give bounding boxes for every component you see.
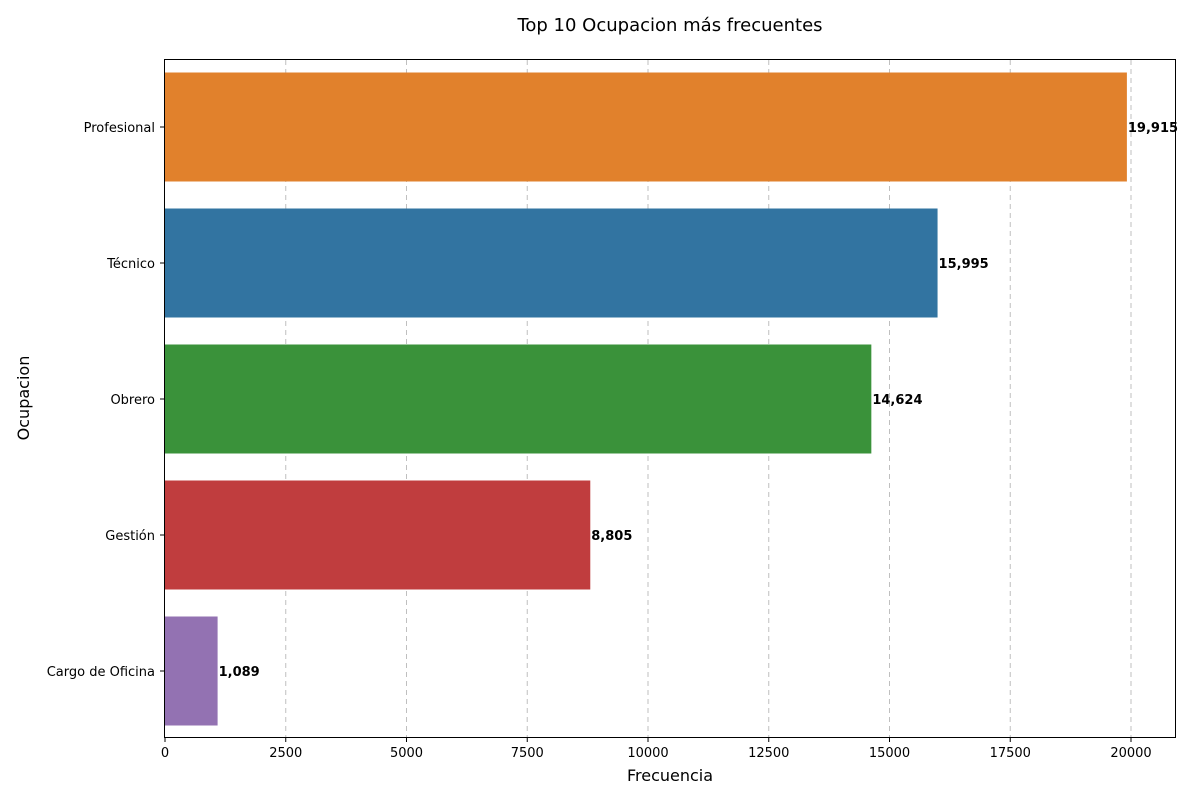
x-axis-label: Frecuencia (627, 766, 713, 785)
y-axis-ticks: Profesional Técnico Obrero Gestión Cargo de … (47, 121, 165, 680)
y-tick-label: Gestión (105, 529, 155, 544)
x-tick-label: 0 (161, 746, 169, 761)
plot-frame (164, 59, 1176, 738)
y-tick-label: Obrero (110, 393, 155, 408)
x-axis-ticks: 0 2500 5000 7500 10000 12500 15000 17500 20000 (161, 737, 1152, 761)
x-tick-label: 5000 (390, 746, 423, 761)
bars (165, 72, 1127, 726)
y-tick-label: Profesional (84, 121, 155, 136)
x-tick-label: 20000 (1110, 746, 1151, 761)
bar-value-label: 19,915 (1128, 121, 1178, 136)
data-labels: 19,915 15,995 14,624 8,805 1,089 (219, 121, 1178, 680)
bar-value-label: 14,624 (872, 393, 922, 408)
bar-value-label: 8,805 (591, 529, 632, 544)
bar (165, 72, 1127, 182)
x-tick-label: 10000 (627, 746, 668, 761)
x-tick-label: 2500 (269, 746, 302, 761)
bar (165, 616, 218, 726)
x-tick-label: 15000 (869, 746, 910, 761)
x-tick-label: 17500 (990, 746, 1031, 761)
bar-value-label: 1,089 (219, 665, 260, 680)
y-axis-label: Ocupacion (14, 356, 33, 441)
y-tick-label: Cargo de Oficina (47, 665, 155, 680)
y-tick-label: Técnico (106, 257, 155, 272)
bar-value-label: 15,995 (939, 257, 989, 272)
bar (165, 344, 872, 454)
x-tick-label: 12500 (748, 746, 789, 761)
chart-title: Top 10 Ocupacion más frecuentes (516, 15, 822, 36)
bar (165, 208, 938, 318)
bar (165, 480, 591, 590)
x-tick-label: 7500 (511, 746, 544, 761)
